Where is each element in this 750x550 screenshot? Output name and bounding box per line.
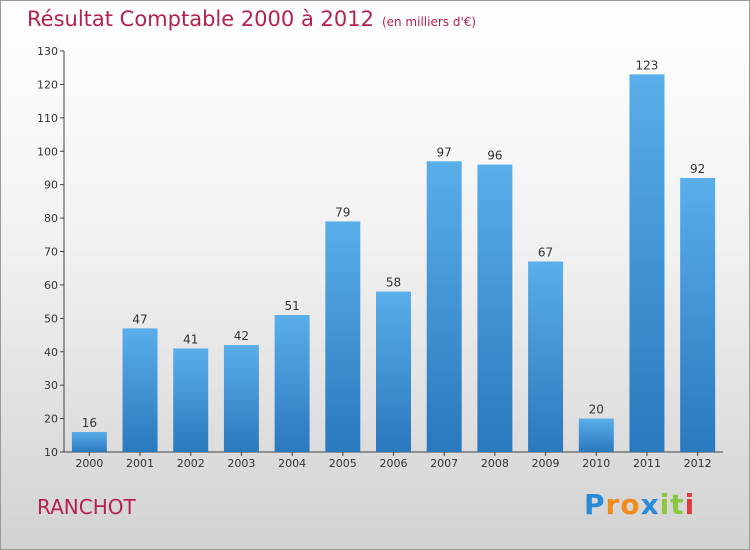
y-tick-label: 80 [44, 212, 58, 225]
x-axis: 2000 2001 2002 2003 2004 2005 2006 2007 2008 2009… [64, 451, 723, 470]
logo-letter: P [584, 488, 606, 521]
x-tick-label: 2007 [430, 457, 458, 470]
chart-title-text: Résultat Comptable 2000 à 2012 [27, 7, 374, 31]
y-axis: 10 20 30 40 50 60 70 80 90 100 110 120 130 [37, 45, 65, 459]
bar [426, 161, 462, 452]
bar-value-label: 20 [589, 403, 604, 417]
y-tick-label: 120 [37, 78, 58, 91]
x-tick-label: 2008 [481, 457, 509, 470]
bar-value-label: 41 [183, 332, 198, 346]
y-tick-label: 100 [37, 145, 58, 158]
bar [629, 74, 665, 453]
x-tick-label: 2011 [633, 457, 661, 470]
y-tick-label: 90 [44, 179, 58, 192]
x-tick-label: 2006 [380, 457, 408, 470]
x-tick-label: 2004 [278, 457, 306, 470]
x-tick-label: 2005 [329, 457, 357, 470]
y-tick-label: 60 [44, 279, 58, 292]
bar-value-label: 47 [132, 312, 147, 326]
bar [680, 177, 716, 452]
bar [376, 291, 411, 452]
bar-value-label: 58 [386, 276, 401, 290]
x-tick-label: 2000 [75, 457, 103, 470]
x-tick-label: 2009 [532, 457, 560, 470]
y-tick-label: 20 [44, 413, 58, 426]
y-tick-label: 10 [44, 446, 58, 459]
chart-subtitle: (en milliers d'€) [381, 15, 477, 29]
y-tick-label: 50 [44, 312, 58, 325]
logo-letter: i [684, 488, 696, 521]
x-tick-label: 2003 [227, 457, 255, 470]
bar [528, 261, 564, 452]
bar-value-label: 123 [636, 58, 659, 72]
y-tick-label: 30 [44, 379, 58, 392]
bar-series: 16 47 41 42 51 79 58 97 96 67 20 123 92 [71, 58, 716, 453]
bar [173, 348, 209, 452]
y-tick-label: 40 [44, 346, 58, 359]
y-tick-label: 70 [44, 246, 58, 259]
bar-value-label: 92 [690, 162, 705, 176]
bar-value-label: 96 [487, 149, 502, 163]
chart-title: Résultat Comptable 2000 à 2012 (en millie… [27, 7, 476, 31]
commune-name: RANCHOT [37, 495, 136, 519]
bar-value-label: 42 [234, 329, 249, 343]
bar [477, 164, 513, 452]
proxiti-logo: Proxiti [584, 488, 695, 521]
x-tick-label: 2012 [684, 457, 712, 470]
y-tick-label: 110 [37, 112, 58, 125]
bar [122, 328, 158, 452]
logo-letter: x [640, 488, 660, 521]
logo-letter: o [620, 488, 641, 521]
bar-value-label: 67 [538, 246, 553, 260]
bar [223, 345, 259, 452]
x-tick-label: 2002 [177, 457, 205, 470]
bar-value-label: 51 [284, 299, 299, 313]
logo-letter: r [605, 488, 621, 521]
bar [325, 221, 361, 452]
logo-letter: i [659, 488, 671, 521]
x-tick-label: 2001 [126, 457, 154, 470]
bar-value-label: 16 [82, 416, 97, 430]
bar [578, 418, 614, 452]
bar-value-label: 79 [335, 205, 350, 219]
bar [274, 314, 310, 452]
bar-value-label: 97 [437, 145, 452, 159]
logo-letter: t [670, 488, 685, 521]
y-tick-label: 130 [37, 45, 58, 58]
x-tick-label: 2010 [582, 457, 610, 470]
bar [71, 431, 107, 452]
